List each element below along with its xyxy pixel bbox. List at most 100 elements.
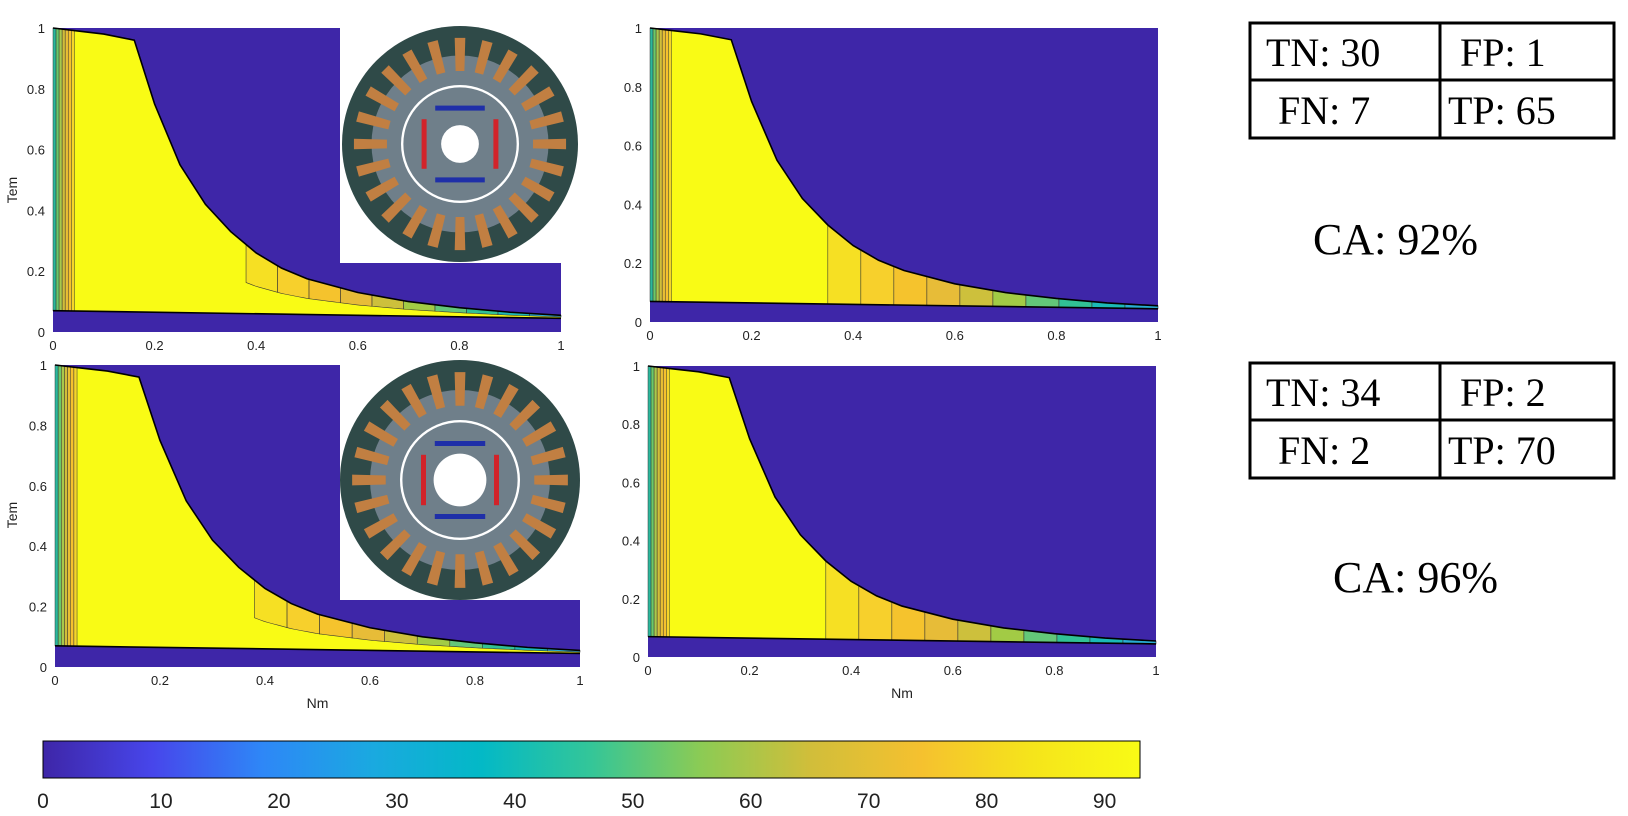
stator-slot-icon [426,374,446,410]
x-tick-label: 0.6 [349,338,367,353]
y-tick-label: 1 [40,358,47,373]
colorbar-tick-label: 20 [267,790,290,813]
x-tick-label: 1 [557,338,564,353]
stator-slot-icon [508,192,539,223]
y-tick-label: 0.6 [27,143,45,158]
efficiency-band [659,367,664,638]
magnet-icon [435,105,485,111]
colorbar-tick-label: 70 [857,790,880,813]
colorbar: 0 10 20 30 40 50 60 70 80 90 [37,740,1141,813]
x-tick-label: 0.8 [466,673,484,688]
x-tick-label: 0.8 [450,338,468,353]
magnet-icon [494,454,499,506]
stator-slot-icon [356,111,391,130]
stator-slot-icon [530,494,566,514]
y-tick-label: 0.6 [29,479,47,494]
tn-cell: TN: 30 [1266,30,1380,75]
y-tick-label: 0.8 [624,80,642,95]
x-tick-label: 0.2 [151,673,169,688]
y-tick-label: 0.2 [622,592,640,607]
y-tick-label: 0.4 [27,203,45,218]
x-tick-label: 0.6 [944,663,962,678]
x-tick-label: 0.4 [842,663,860,678]
stator-slot-icon [381,65,412,96]
efficiency-band [662,367,667,638]
magnet-icon [434,441,486,446]
x-tick-label: 0.2 [146,338,164,353]
confusion-matrix-bottom: TN: 34 FP: 2 FN: 2 TP: 70 [1248,361,1616,480]
y-tick-label: 0 [635,315,642,330]
torque-envelope-line [52,27,562,317]
fn-cell: FN: 2 [1278,428,1370,473]
y-tick-label: 0.8 [29,418,47,433]
efficiency-band [57,365,62,647]
magnet-icon [434,514,486,519]
colorbar-gradient [42,740,1141,779]
stator-slot-icon [521,86,555,112]
x-tick-label: 1 [576,673,583,688]
efficiency-band [649,27,654,302]
x-tick-label: 0.4 [844,328,862,343]
stator-slot-icon [492,205,518,239]
stator-slot-icon [427,40,446,75]
stator-slot-icon [529,158,564,177]
efficiency-band [54,364,59,647]
stator-slot-icon [509,399,541,431]
colorbar-tick-label: 30 [385,790,408,813]
heatmap-top-left: 0 0.2 0.4 0.6 0.8 1 0 0.2 0.4 0.6 0.8 1 Tem [4,21,578,353]
efficiency-band [71,29,75,312]
stator-slot-icon [522,421,557,447]
y-tick-label: 0.8 [27,82,45,97]
stator-slot-icon [365,86,399,112]
efficiency-band [650,366,655,637]
x-tick-label: 0.4 [256,673,274,688]
efficiency-band [652,28,657,302]
x-tick-label: 0.2 [743,328,761,343]
x-axis-label: Nm [307,695,329,711]
y-tick-label: 0 [633,650,640,665]
x-tick-label: 0 [51,673,58,688]
efficiency-band [655,28,660,302]
floor-line [649,300,1159,310]
stator-slot-icon [474,374,494,410]
x-tick-label: 0.8 [1045,663,1063,678]
efficiency-band [58,28,63,312]
y-tick-label: 0.2 [29,600,47,615]
efficiency-band [666,367,670,638]
stator-slot-icon [509,529,541,561]
stator-slot-icon [402,49,428,83]
magnet-icon [493,119,499,169]
x-tick-label: 0.2 [741,663,759,678]
stator-slot-icon [522,513,557,539]
efficiency-band [64,365,68,647]
stator-slot-icon [454,372,466,406]
x-tick-label: 0.8 [1047,328,1065,343]
stator-slot-icon [426,550,446,586]
stator-slot-icon [493,542,519,577]
stator-slot-icon [354,494,390,514]
stator-slot-icon [353,138,387,150]
floor-line [647,635,1157,645]
floor-line [52,309,562,320]
torque-envelope-line [647,365,1157,642]
floor-line [54,645,581,655]
stator-slot-icon [401,383,427,418]
x-tick-label: 0 [644,663,651,678]
high-efficiency-region [53,28,561,319]
classification-accuracy-top: CA: 92% [1313,215,1478,264]
stator-slot-icon [529,111,564,130]
fn-cell: FN: 7 [1278,88,1370,133]
stator-slot-icon [454,217,466,251]
efficiency-band [658,28,663,302]
stator-slot-icon [356,158,391,177]
y-tick-label: 0.8 [622,417,640,432]
efficiency-band [70,366,75,647]
stator-slot-icon [474,40,493,75]
heatmap-top-right: 0 0.2 0.4 0.6 0.8 1 0 0.2 0.4 0.6 0.8 1 [624,21,1162,343]
stator-slot-icon [454,554,466,588]
stator-slot-icon [530,446,566,466]
efficiency-band [55,28,60,312]
colorbar-tick-label: 10 [149,790,172,813]
efficiency-band [668,29,672,302]
